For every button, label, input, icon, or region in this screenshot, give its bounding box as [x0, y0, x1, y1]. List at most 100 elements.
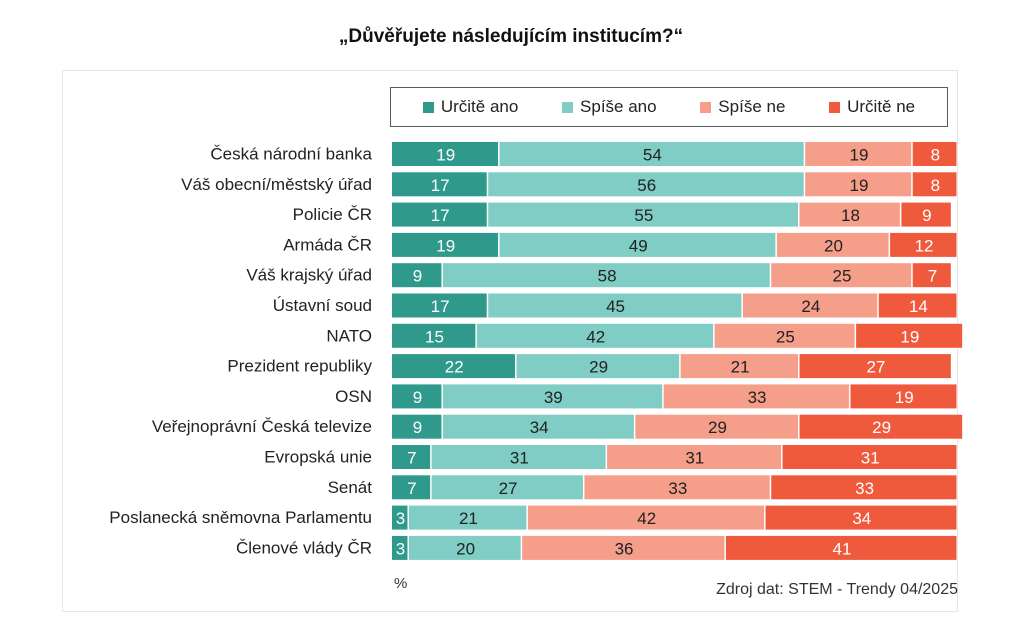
- data-label: 34: [852, 509, 871, 528]
- bar-segment: [607, 445, 782, 469]
- bar-segment: [584, 475, 770, 500]
- bar-segment: [488, 293, 742, 318]
- data-label: 15: [425, 327, 444, 346]
- category-label: Policie ČR: [293, 205, 372, 224]
- category-label: Armáda ČR: [283, 235, 372, 254]
- category-label: Česká národní banka: [210, 145, 372, 164]
- bar-segment: [771, 475, 957, 500]
- data-label: 14: [909, 297, 928, 316]
- bar-segment: [635, 414, 799, 439]
- data-label: 45: [606, 297, 625, 316]
- data-label: 19: [900, 327, 919, 346]
- legend-swatch: [422, 101, 434, 113]
- bar-segment: [488, 172, 804, 197]
- data-label: 9: [922, 206, 931, 225]
- bar-segment: [392, 445, 431, 469]
- bar-segment: [442, 384, 663, 409]
- bar-segment: [442, 414, 634, 439]
- legend-label: Určitě ne: [847, 97, 916, 116]
- data-label: 18: [841, 206, 860, 225]
- bar-segment: [776, 232, 889, 257]
- data-label: 3: [396, 509, 405, 528]
- bar-segment: [771, 263, 912, 288]
- unit-label: %: [394, 575, 408, 592]
- bar-segment: [392, 384, 442, 409]
- bar-segment: [901, 202, 951, 227]
- legend-item: Určitě ano: [422, 97, 518, 117]
- bar-segment: [392, 323, 476, 348]
- data-label: 33: [748, 388, 767, 407]
- data-label: 39: [544, 388, 563, 407]
- category-label: Váš krajský úřad: [246, 266, 372, 285]
- data-label: 31: [510, 449, 529, 468]
- bar-segment: [878, 293, 957, 318]
- data-label: 33: [855, 479, 874, 498]
- data-label: 19: [849, 146, 868, 165]
- category-label: NATO: [326, 326, 372, 345]
- data-label: 7: [407, 479, 416, 498]
- data-label: 27: [499, 479, 518, 498]
- data-label: 9: [413, 267, 422, 286]
- chart-title: „Důvěřujete následujícím institucím?“: [338, 26, 684, 47]
- legend-label: Spíše ne: [718, 97, 786, 116]
- bar-segment: [392, 202, 487, 227]
- data-label: 17: [431, 176, 450, 195]
- data-label: 55: [634, 206, 653, 225]
- data-label: 19: [895, 388, 914, 407]
- category-label: Ústavní soud: [273, 296, 372, 315]
- bar-segment: [782, 445, 957, 469]
- category-label: Poslanecká sněmovna Parlamentu: [109, 508, 372, 527]
- data-label: 56: [637, 176, 656, 195]
- bar-segment: [850, 384, 957, 409]
- bar-segment: [431, 475, 583, 500]
- data-label: 54: [643, 146, 662, 165]
- bar-segment: [392, 293, 487, 318]
- category-label: Prezident republiky: [227, 357, 372, 376]
- bar-segment: [714, 323, 855, 348]
- data-label: 42: [637, 509, 656, 528]
- data-label: 49: [629, 236, 648, 255]
- data-label: 19: [436, 146, 455, 165]
- data-label: 29: [708, 418, 727, 437]
- bar-segment: [805, 172, 912, 197]
- data-label: 21: [731, 358, 750, 377]
- bar-segment: [392, 232, 499, 257]
- bar-segment: [912, 142, 957, 166]
- legend-item: Určitě ne: [829, 97, 915, 117]
- legend-swatch: [700, 101, 712, 113]
- bar-segment: [856, 323, 963, 348]
- data-label: 41: [833, 539, 852, 558]
- bar-segment: [522, 535, 725, 560]
- data-label: 7: [407, 449, 416, 468]
- data-label: 21: [459, 509, 478, 528]
- bar-segment: [408, 535, 521, 560]
- bar-segment: [516, 354, 680, 379]
- bar-segment: [392, 142, 499, 166]
- data-label: 8: [931, 176, 940, 195]
- data-label: 25: [776, 327, 795, 346]
- legend-swatch: [562, 101, 574, 113]
- bar-segment: [431, 445, 606, 469]
- bar-segment: [799, 414, 963, 439]
- bar-segment: [680, 354, 799, 379]
- bar-segment: [527, 505, 765, 530]
- source-note: Zdroj dat: STEM - Trendy 04/2025: [716, 581, 958, 598]
- category-label: Evropská unie: [264, 448, 372, 467]
- bar-segment: [799, 202, 900, 227]
- bar-segment: [912, 172, 957, 197]
- bar-segment: [499, 232, 776, 257]
- data-label: 17: [431, 206, 450, 225]
- legend-item: Spíše ano: [562, 97, 657, 117]
- data-label: 19: [849, 176, 868, 195]
- legend-item: Spíše ne: [700, 97, 785, 117]
- bar-segment: [742, 293, 878, 318]
- data-label: 34: [530, 418, 549, 437]
- data-label: 31: [685, 449, 704, 468]
- bar-segment: [799, 354, 951, 379]
- legend-label: Spíše ano: [580, 97, 657, 116]
- chart-legend: Určitě ano Spíše ano Spíše ne Určitě ne: [390, 87, 948, 127]
- bar-segment: [442, 263, 770, 288]
- bar-segment: [725, 535, 957, 560]
- data-label: 7: [928, 267, 937, 286]
